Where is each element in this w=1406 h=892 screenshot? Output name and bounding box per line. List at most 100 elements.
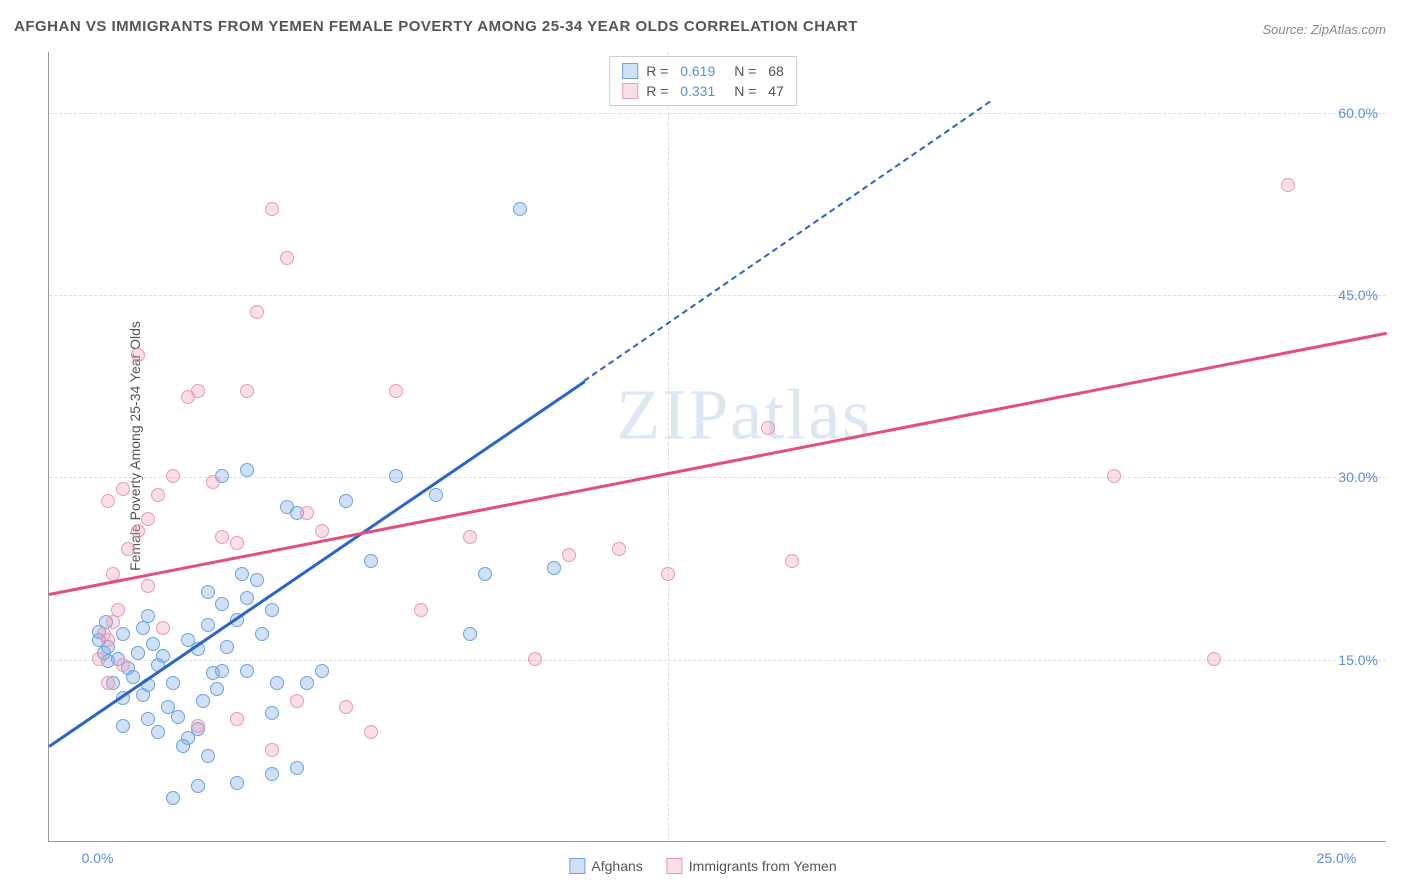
data-point [141,712,155,726]
data-point [265,706,279,720]
series-name: Afghans [591,858,642,874]
data-point [230,712,244,726]
r-label: R = [646,63,672,79]
data-point [131,646,145,660]
trend-line [48,380,585,747]
data-point [230,536,244,550]
r-value: 0.331 [680,83,726,99]
data-point [315,664,329,678]
gridline-horizontal [49,295,1386,296]
data-point [1207,652,1221,666]
gridline-horizontal [49,477,1386,478]
data-point [339,700,353,714]
data-point [166,469,180,483]
data-point [156,649,170,663]
data-point [240,664,254,678]
data-point [300,676,314,690]
n-value: 47 [768,83,784,99]
data-point [220,640,234,654]
data-point [196,694,210,708]
data-point [513,202,527,216]
data-point [562,548,576,562]
data-point [290,694,304,708]
plot-area: ZIPatlas 15.0%30.0%45.0%60.0% [48,52,1386,842]
data-point [240,384,254,398]
data-point [151,725,165,739]
data-point [250,573,264,587]
data-point [478,567,492,581]
data-point [270,676,284,690]
n-label: N = [734,83,760,99]
swatch-icon [667,858,683,874]
data-point [300,506,314,520]
data-point [97,627,111,641]
data-point [191,719,205,733]
data-point [785,554,799,568]
series-name: Immigrants from Yemen [689,858,837,874]
gridline-horizontal [49,113,1386,114]
data-point [111,603,125,617]
series-legend: Afghans Immigrants from Yemen [569,858,836,874]
data-point [101,494,115,508]
data-point [92,652,106,666]
data-point [201,749,215,763]
data-point [116,482,130,496]
correlation-chart: AFGHAN VS IMMIGRANTS FROM YEMEN FEMALE P… [0,0,1406,892]
data-point [463,627,477,641]
swatch-icon [622,63,638,79]
data-point [265,767,279,781]
x-tick-label: 25.0% [1317,850,1357,866]
data-point [166,676,180,690]
data-point [215,530,229,544]
data-point [761,421,775,435]
data-point [250,305,264,319]
data-point [141,512,155,526]
swatch-icon [569,858,585,874]
legend-item-yemen: Immigrants from Yemen [667,858,837,874]
data-point [101,676,115,690]
data-point [131,524,145,538]
y-tick-label: 60.0% [1338,105,1378,121]
gridline-vertical [668,52,669,841]
data-point [215,664,229,678]
gridline-horizontal [49,660,1386,661]
data-point [463,530,477,544]
data-point [201,618,215,632]
legend-row-yemen: R = 0.331 N = 47 [622,81,784,101]
data-point [230,776,244,790]
data-point [280,251,294,265]
data-point [547,561,561,575]
data-point [315,524,329,538]
data-point [191,384,205,398]
data-point [141,579,155,593]
data-point [240,463,254,477]
swatch-icon [622,83,638,99]
data-point [414,603,428,617]
data-point [131,348,145,362]
data-point [116,627,130,641]
data-point [389,469,403,483]
source-attribution: Source: ZipAtlas.com [1262,22,1386,37]
data-point [116,719,130,733]
data-point [235,567,249,581]
trend-line-extrapolated [584,101,991,382]
data-point [151,488,165,502]
data-point [661,567,675,581]
data-point [141,609,155,623]
data-point [265,603,279,617]
data-point [1107,469,1121,483]
data-point [121,542,135,556]
n-value: 68 [768,63,784,79]
data-point [201,585,215,599]
data-point [210,682,224,696]
data-point [206,475,220,489]
data-point [116,658,130,672]
data-point [240,591,254,605]
data-point [255,627,269,641]
correlation-legend: R = 0.619 N = 68 R = 0.331 N = 47 [609,56,797,106]
watermark: ZIPatlas [616,373,872,456]
data-point [215,597,229,611]
legend-row-afghans: R = 0.619 N = 68 [622,61,784,81]
data-point [290,761,304,775]
data-point [136,621,150,635]
